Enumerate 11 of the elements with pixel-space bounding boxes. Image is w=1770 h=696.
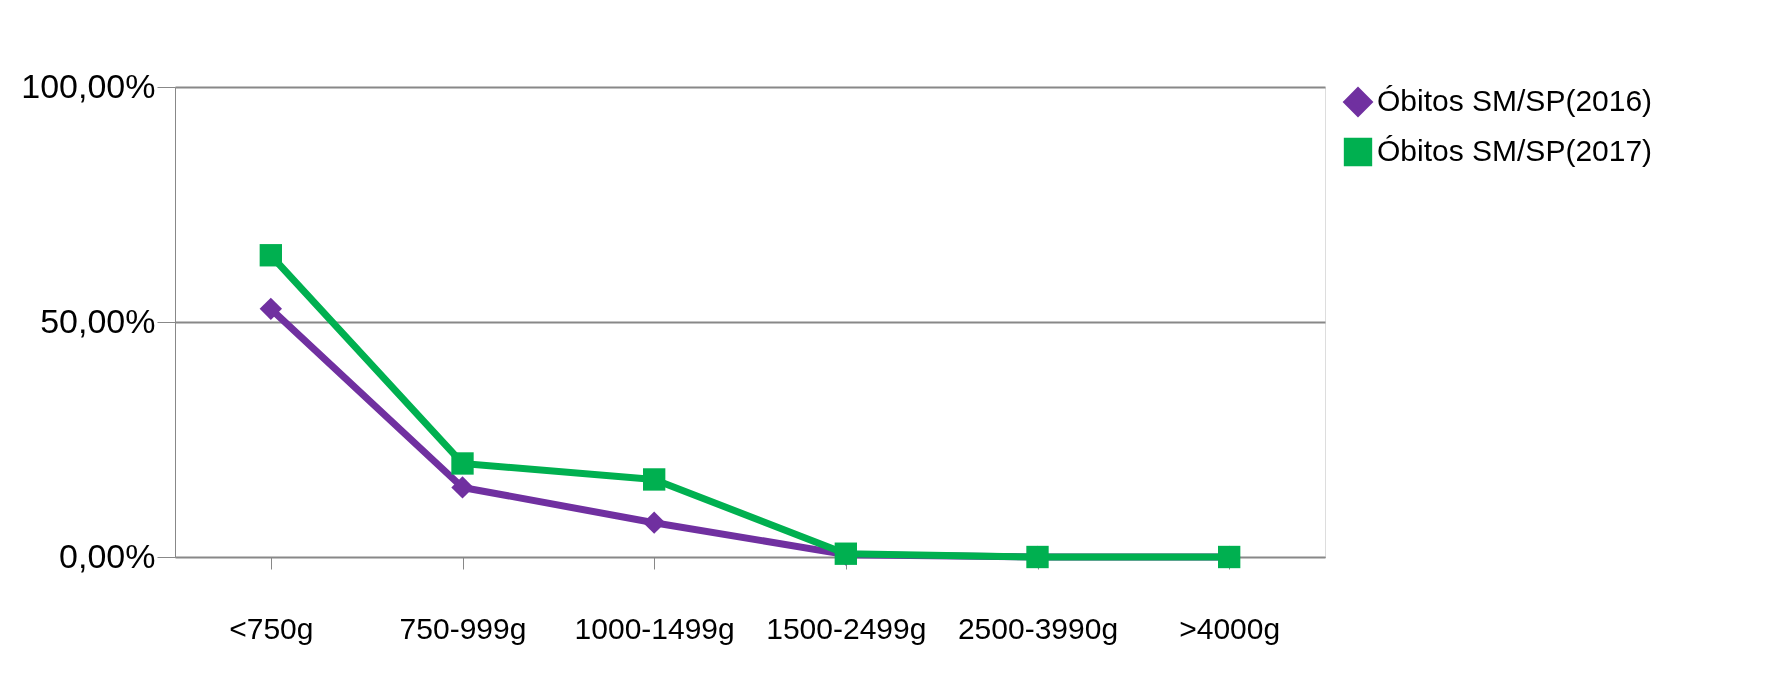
x-tick-label: 1000-1499g	[574, 611, 735, 645]
x-tick-label: >4000g	[1179, 611, 1281, 645]
x-tick-label: 2500-3990g	[957, 611, 1119, 645]
y-tick-label: 50,00%	[40, 301, 156, 340]
x-tick-label: 750-999g	[399, 611, 527, 645]
x-tick-label: 1500-2499g	[766, 611, 927, 645]
y-tick-label: 100,00%	[21, 66, 156, 105]
x-tick-label: <750g	[229, 611, 314, 645]
y-tick-label: 0,00%	[59, 536, 156, 575]
legend-label: Óbitos SM/SP(2017)	[1377, 134, 1653, 167]
legend-label: Óbitos SM/SP(2016)	[1377, 84, 1653, 117]
